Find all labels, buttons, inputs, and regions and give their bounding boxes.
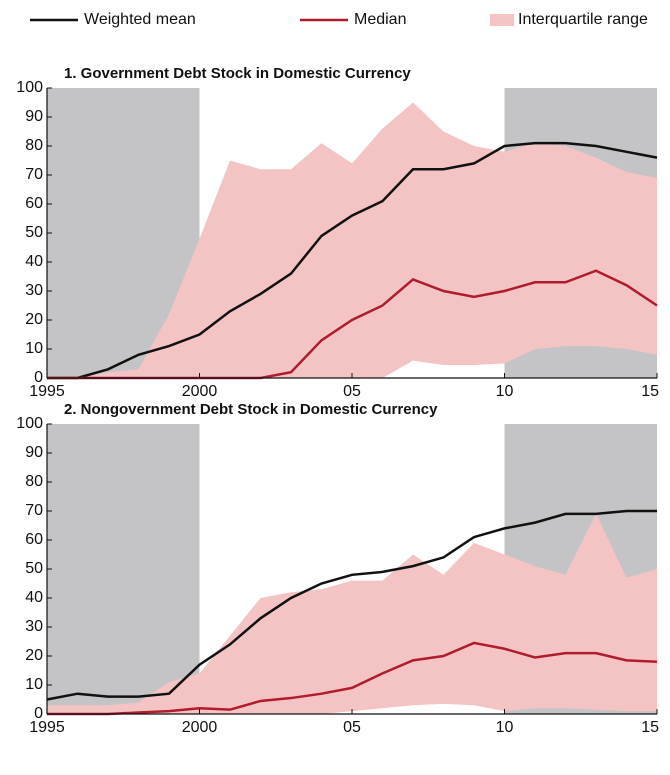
x-tick-label: 05 (343, 719, 361, 736)
y-tick-label: 10 (25, 676, 43, 693)
y-tick-label: 0 (34, 705, 43, 722)
series-line (47, 641, 658, 716)
y-tick-label: 10 (25, 340, 43, 357)
x-tick-label: 1995 (29, 383, 65, 400)
x-tick-label: 1995 (29, 719, 65, 736)
y-tick-label: 50 (25, 224, 43, 241)
series-line (47, 141, 658, 380)
y-tick-label: 40 (25, 589, 43, 606)
y-tick-label: 80 (25, 137, 43, 154)
y-tick-label: 100 (16, 415, 43, 432)
shaded-period (47, 424, 200, 714)
y-tick-label: 90 (25, 444, 43, 461)
legend-label: Median (354, 11, 406, 28)
y-tick-label: 60 (25, 195, 43, 212)
chart-title: 1. Government Debt Stock in Domestic Cur… (64, 65, 411, 82)
iqr-band (47, 102, 657, 378)
y-tick-label: 60 (25, 531, 43, 548)
iqr-band (47, 513, 657, 714)
y-tick-label: 50 (25, 560, 43, 577)
y-tick-label: 30 (25, 282, 43, 299)
y-tick-label: 70 (25, 502, 43, 519)
x-tick-label: 05 (343, 383, 361, 400)
y-tick-label: 30 (25, 618, 43, 635)
y-tick-label: 90 (25, 108, 43, 125)
y-tick-label: 100 (16, 79, 43, 96)
legend-swatch (490, 14, 514, 26)
x-tick-label: 15 (641, 719, 659, 736)
x-tick-label: 10 (496, 719, 514, 736)
series-line (46, 509, 657, 701)
x-tick-label: 10 (496, 383, 514, 400)
legend-label: Weighted mean (84, 11, 196, 28)
legend-label: Interquartile range (518, 11, 648, 28)
y-tick-label: 20 (25, 311, 43, 328)
y-tick-label: 70 (25, 166, 43, 183)
x-tick-label: 2000 (182, 719, 218, 736)
x-tick-label: 2000 (182, 383, 218, 400)
chart-title: 2. Nongovernment Debt Stock in Domestic … (64, 401, 438, 418)
y-tick-label: 80 (25, 473, 43, 490)
y-tick-label: 0 (34, 369, 43, 386)
y-tick-label: 20 (25, 647, 43, 664)
y-tick-label: 40 (25, 253, 43, 270)
x-tick-label: 15 (641, 383, 659, 400)
